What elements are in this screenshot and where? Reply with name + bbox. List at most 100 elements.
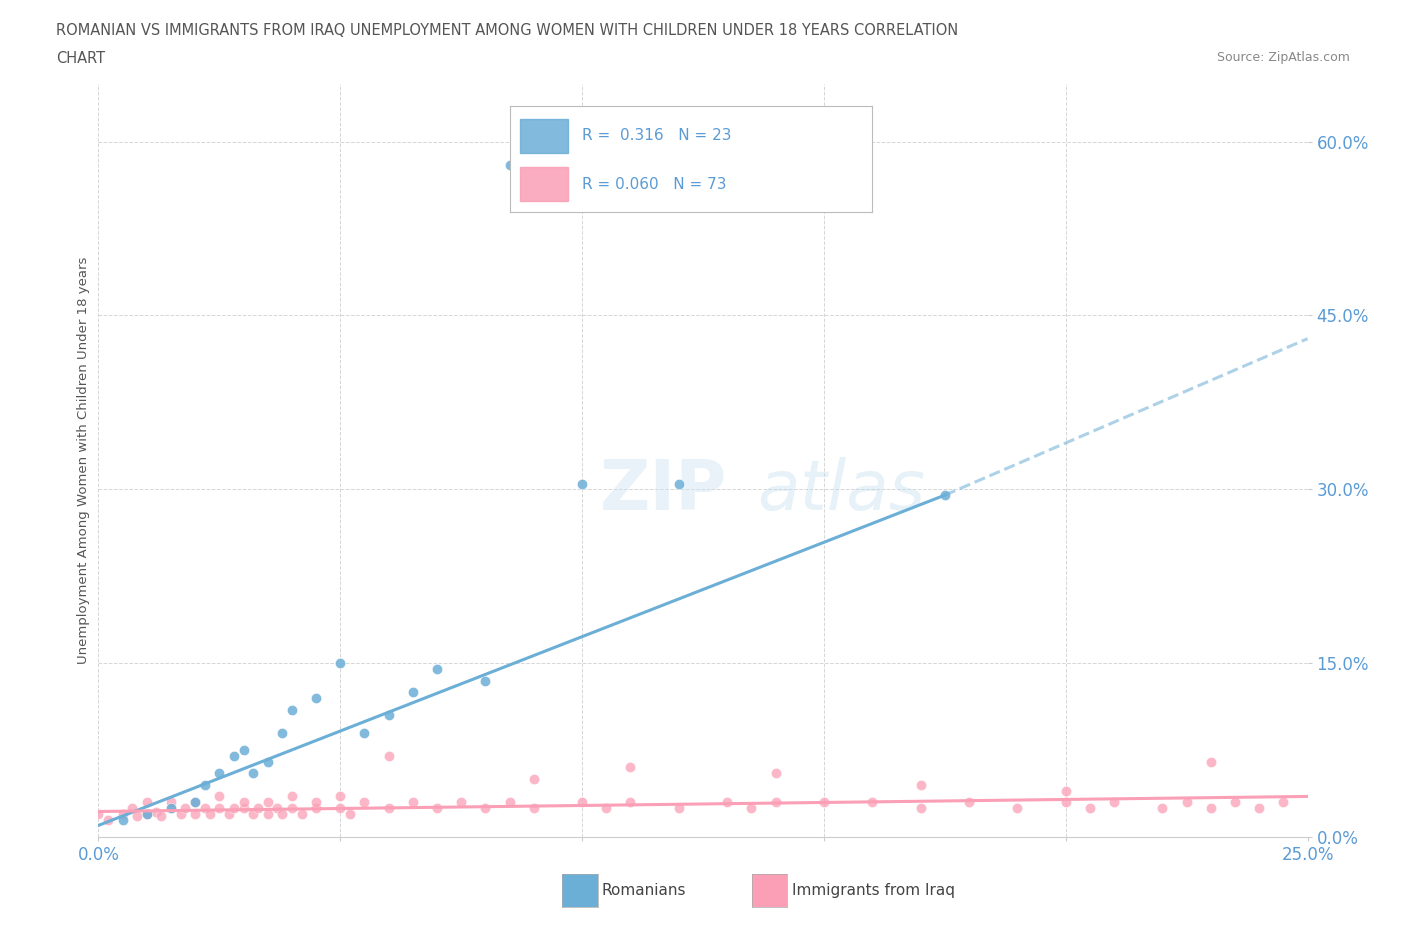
Point: [595, 801, 617, 816]
Point: [218, 806, 240, 821]
Point: [910, 777, 932, 792]
Point: [1054, 795, 1077, 810]
Point: [184, 795, 207, 810]
Point: [198, 806, 221, 821]
Point: [208, 765, 231, 780]
Point: [523, 801, 546, 816]
Point: [121, 801, 143, 816]
Point: [813, 795, 835, 810]
Text: Romanians: Romanians: [602, 884, 686, 898]
Point: [619, 795, 641, 810]
Point: [97, 812, 120, 827]
Y-axis label: Unemployment Among Women with Children Under 18 years: Unemployment Among Women with Children U…: [77, 257, 90, 664]
Point: [765, 765, 787, 780]
Point: [87, 806, 110, 821]
Point: [135, 795, 157, 810]
Point: [281, 789, 304, 804]
Point: [184, 795, 207, 810]
Text: Immigrants from Iraq: Immigrants from Iraq: [792, 884, 955, 898]
Point: [1078, 801, 1101, 816]
Point: [305, 795, 328, 810]
Point: [160, 801, 183, 816]
Point: [271, 806, 294, 821]
Point: [111, 806, 134, 821]
Point: [208, 801, 231, 816]
Point: [256, 754, 278, 769]
Point: [571, 476, 593, 491]
Point: [127, 809, 149, 824]
Point: [668, 801, 690, 816]
Point: [1152, 801, 1174, 816]
Point: [222, 801, 245, 816]
Point: [860, 795, 883, 810]
Point: [242, 765, 264, 780]
Point: [169, 806, 191, 821]
Point: [232, 795, 254, 810]
Point: [135, 806, 157, 821]
Point: [1007, 801, 1029, 816]
Point: [111, 812, 134, 827]
Point: [160, 801, 183, 816]
Point: [160, 795, 183, 810]
Point: [256, 795, 278, 810]
Point: [1175, 795, 1198, 810]
Point: [194, 801, 217, 816]
Point: [339, 806, 361, 821]
Point: [135, 806, 157, 821]
Point: [571, 795, 593, 810]
Point: [716, 795, 738, 810]
Point: [1199, 801, 1222, 816]
Point: [934, 487, 956, 502]
Point: [232, 743, 254, 758]
Point: [377, 801, 399, 816]
Point: [208, 789, 231, 804]
Point: [266, 801, 288, 816]
Point: [377, 749, 399, 764]
Point: [1272, 795, 1295, 810]
Point: [498, 157, 520, 172]
Point: [271, 725, 294, 740]
Point: [668, 476, 690, 491]
Point: [281, 702, 304, 717]
Point: [1249, 801, 1271, 816]
Point: [145, 804, 167, 819]
Point: [498, 795, 520, 810]
Point: [402, 684, 425, 699]
Point: [150, 809, 173, 824]
Point: [474, 801, 496, 816]
Text: ZIP: ZIP: [600, 457, 727, 524]
Text: Source: ZipAtlas.com: Source: ZipAtlas.com: [1216, 51, 1350, 64]
Point: [765, 795, 787, 810]
Point: [957, 795, 980, 810]
Point: [184, 806, 207, 821]
Point: [329, 801, 352, 816]
Point: [256, 806, 278, 821]
Text: CHART: CHART: [56, 51, 105, 66]
Point: [242, 806, 264, 821]
Point: [619, 760, 641, 775]
Point: [910, 801, 932, 816]
Point: [329, 789, 352, 804]
Point: [426, 801, 449, 816]
Point: [1054, 783, 1077, 798]
Point: [305, 801, 328, 816]
Point: [377, 708, 399, 723]
Point: [1102, 795, 1125, 810]
Point: [740, 801, 762, 816]
Point: [1223, 795, 1246, 810]
Text: ROMANIAN VS IMMIGRANTS FROM IRAQ UNEMPLOYMENT AMONG WOMEN WITH CHILDREN UNDER 18: ROMANIAN VS IMMIGRANTS FROM IRAQ UNEMPLO…: [56, 23, 959, 38]
Point: [174, 801, 197, 816]
Point: [305, 690, 328, 705]
Point: [523, 772, 546, 787]
Point: [232, 801, 254, 816]
Point: [329, 656, 352, 671]
Text: atlas: atlas: [758, 457, 925, 524]
Point: [740, 180, 762, 195]
Point: [474, 673, 496, 688]
Point: [290, 806, 312, 821]
Point: [194, 777, 217, 792]
Point: [353, 725, 375, 740]
Point: [402, 795, 425, 810]
Point: [247, 801, 270, 816]
Point: [450, 795, 472, 810]
